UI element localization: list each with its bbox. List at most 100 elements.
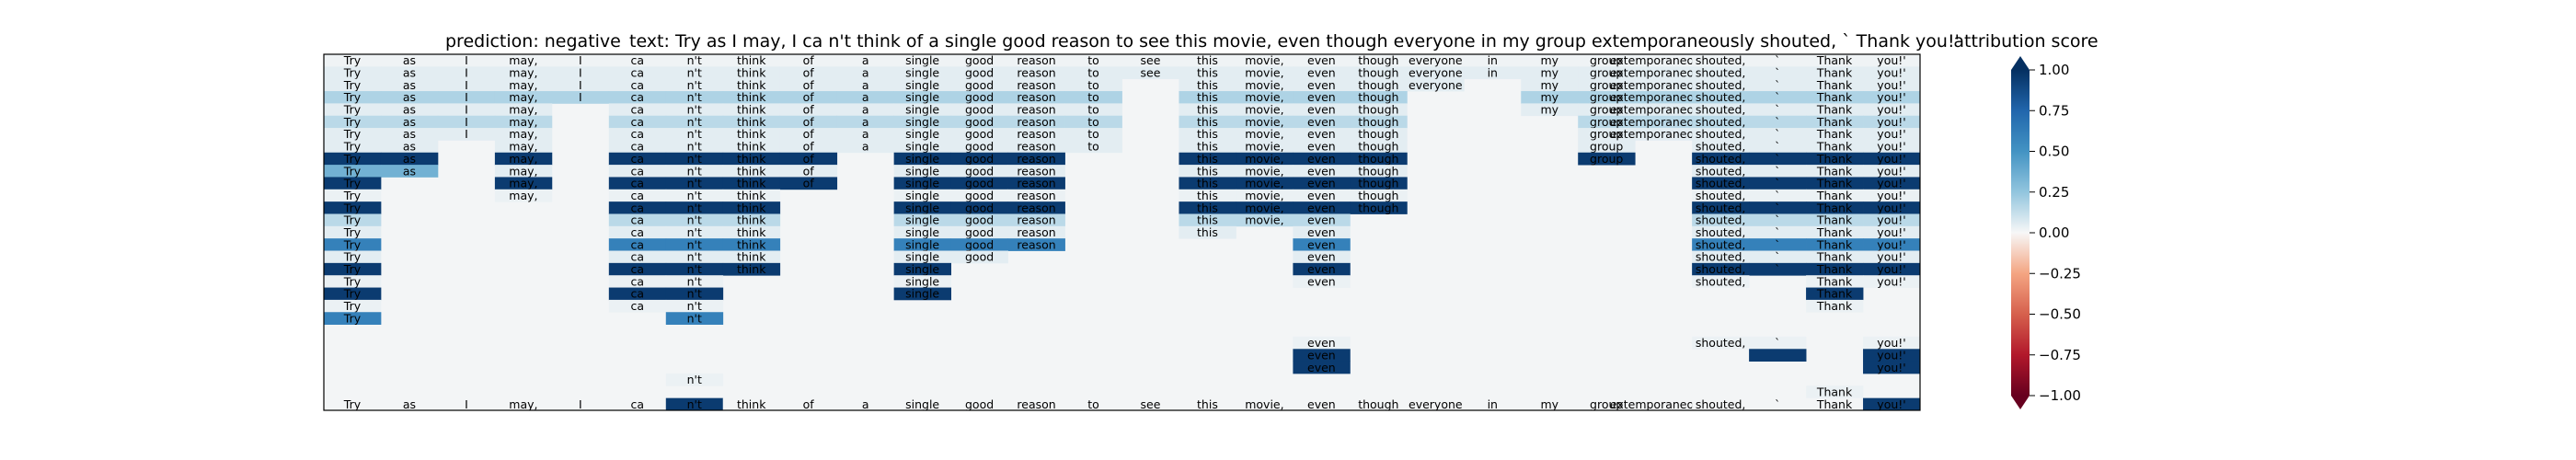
cell-token-label: n't	[687, 66, 702, 80]
heatmap-cell	[1293, 140, 1351, 154]
cell-token-label: `	[1775, 201, 1780, 214]
cell-token-label: extemporaneously	[1610, 103, 1718, 117]
cell-token-label: you!'	[1877, 103, 1905, 117]
heatmap-cell	[1293, 177, 1351, 190]
heatmap-cell	[665, 238, 724, 251]
cell-token-label: Thank	[1816, 274, 1853, 288]
cell-token-label: n't	[687, 274, 702, 288]
heatmap-cell	[1692, 128, 1750, 141]
heatmap-cell	[1806, 189, 1864, 202]
heatmap-cell	[1749, 54, 1807, 67]
heatmap-cell	[1749, 201, 1807, 214]
cell-token-label: I	[579, 53, 582, 67]
heatmap-cell	[665, 201, 724, 214]
cell-token-label: movie,	[1245, 127, 1283, 141]
cell-token-label: though	[1358, 90, 1398, 104]
heatmap-cell	[1863, 275, 1921, 288]
heatmap-cell	[324, 128, 382, 141]
cell-token-label: my	[1540, 90, 1558, 104]
cell-token-label: reason	[1017, 78, 1055, 92]
cell-token-label: think	[737, 103, 766, 117]
heatmap-cell	[1863, 177, 1921, 190]
cell-token-label: Thank	[1816, 201, 1853, 214]
cell-token-label: `	[1775, 140, 1780, 154]
cell-token-label: may,	[509, 115, 537, 129]
heatmap-cell	[1863, 189, 1921, 202]
cell-token-label: shouted,	[1696, 237, 1746, 251]
cell-token-label: everyone	[1409, 66, 1463, 80]
heatmap-cell	[324, 78, 382, 92]
heatmap-cell	[1806, 103, 1864, 117]
heatmap-cell	[1749, 165, 1807, 178]
cell-token-label: movie,	[1245, 53, 1283, 67]
heatmap-cell	[1293, 128, 1351, 141]
cell-token-label: group	[1590, 127, 1623, 141]
heatmap-cell	[893, 262, 951, 276]
heatmap-cell	[665, 152, 724, 166]
cell-token-label: group	[1590, 103, 1623, 117]
cell-token-label: group	[1590, 78, 1623, 92]
heatmap-cell	[1749, 397, 1807, 411]
heatmap-cell	[1749, 66, 1807, 80]
heatmap-cell	[950, 250, 1008, 264]
heatmap-cell	[1635, 54, 1693, 67]
heatmap-cell	[1749, 213, 1807, 227]
heatmap-cell	[1635, 128, 1693, 141]
heatmap-cell	[1578, 103, 1636, 117]
heatmap-cell	[1007, 397, 1065, 411]
colorbar-tick-label: −0.50	[2039, 306, 2081, 323]
cell-token-label: you!'	[1877, 237, 1905, 251]
cell-token-label: a	[862, 66, 869, 80]
cell-token-label: of	[803, 397, 815, 411]
heatmap-cell	[324, 397, 382, 411]
cell-token-label: Thank	[1816, 140, 1853, 154]
cell-token-label: ca	[631, 78, 645, 92]
cell-token-label: my	[1540, 53, 1558, 67]
cell-token-label: even	[1307, 164, 1336, 178]
cell-token-label: good	[965, 225, 994, 239]
heatmap-cell	[1806, 177, 1864, 190]
heatmap-cell	[779, 103, 838, 117]
heatmap-cell	[494, 103, 553, 117]
heatmap-cell	[1121, 54, 1179, 67]
cell-token-label: single	[905, 201, 939, 214]
heatmap-cell	[1521, 91, 1579, 104]
heatmap-cell	[608, 250, 667, 264]
cell-token-label: even	[1307, 127, 1336, 141]
heatmap-cell	[1236, 213, 1294, 227]
cell-token-label: though	[1358, 189, 1398, 202]
heatmap-cell	[950, 140, 1008, 154]
cell-token-label: think	[737, 262, 766, 276]
cell-token-label: single	[905, 274, 939, 288]
colorbar-gradient	[2011, 70, 2030, 396]
heatmap-cell	[608, 287, 667, 301]
cell-token-label: may,	[509, 103, 537, 117]
heatmap-cell	[608, 115, 667, 129]
heatmap-cell	[950, 152, 1008, 166]
cell-token-label: you!'	[1877, 336, 1905, 350]
heatmap-cell	[324, 165, 382, 178]
cell-token-label: this	[1197, 127, 1218, 141]
cell-token-label: you!'	[1877, 127, 1905, 141]
cell-token-label: movie,	[1245, 189, 1283, 202]
heatmap-cell	[1806, 238, 1864, 251]
heatmap-cell	[1863, 336, 1921, 350]
cell-token-label: n't	[687, 115, 702, 129]
cell-token-label: even	[1307, 262, 1336, 276]
cell-token-label: Thank	[1816, 164, 1853, 178]
heatmap-cell	[1064, 115, 1122, 129]
heatmap-cell	[380, 165, 439, 178]
cell-token-label: think	[737, 250, 766, 264]
heatmap-cell	[665, 397, 724, 411]
heatmap-cell	[608, 140, 667, 154]
cell-token-label: as	[403, 152, 416, 166]
heatmap-cell	[1236, 165, 1294, 178]
colorbar-tick-label: 1.00	[2039, 62, 2069, 78]
cell-token-label: `	[1775, 103, 1780, 117]
cell-token-label: you!'	[1877, 262, 1905, 276]
cell-token-label: single	[905, 189, 939, 202]
heatmap-cell	[722, 54, 781, 67]
input-text-label: text: Try as I may, I ca n't think of a …	[629, 31, 1960, 52]
heatmap-cell	[1692, 54, 1750, 67]
heatmap-cell	[380, 140, 439, 154]
